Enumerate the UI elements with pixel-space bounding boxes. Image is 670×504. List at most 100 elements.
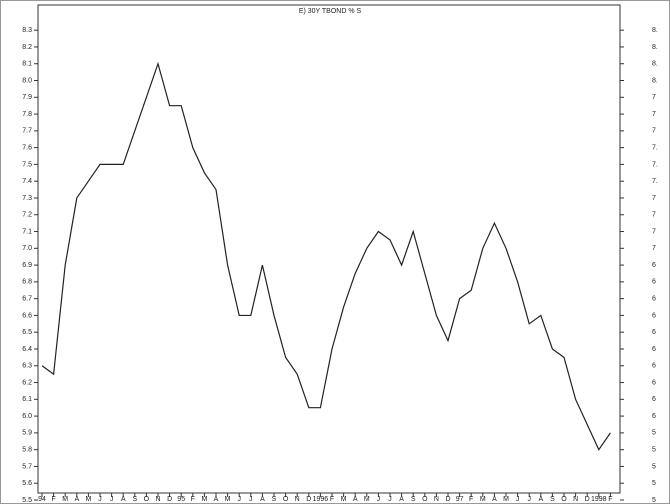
plot-frame — [37, 4, 621, 494]
right-tick-label: 7. — [652, 178, 658, 185]
x-tick-label: A — [353, 496, 358, 503]
y-tick-label: 7.6 — [22, 144, 32, 151]
x-tick-label: 1996 — [313, 496, 329, 503]
y-tick-label: 7.0 — [22, 245, 32, 252]
y-tick-label: 8.0 — [22, 77, 32, 84]
y-tick-label: 7.5 — [22, 161, 32, 168]
right-tick-label: 6 — [652, 363, 656, 370]
x-tick-label: J — [516, 496, 520, 503]
y-tick-label: 8.2 — [22, 44, 32, 51]
y-tick-label: 6.4 — [22, 346, 32, 353]
x-tick-label: A — [74, 496, 79, 503]
y-tick-label: 7.3 — [22, 195, 32, 202]
chart-title: E) 30Y TBOND % S — [299, 8, 362, 15]
right-tick-label: 7 — [652, 245, 656, 252]
right-tick-label: 6 — [652, 413, 656, 420]
x-tick-label: J — [110, 496, 114, 503]
y-tick-label: 5.6 — [22, 480, 32, 487]
x-tick-label: J — [377, 496, 381, 503]
right-tick-label: 5 — [652, 497, 656, 504]
right-tick-label: 6 — [652, 312, 656, 319]
x-tick-label: F — [330, 496, 334, 503]
y-tick-label: 7.4 — [22, 178, 32, 185]
right-tick-label: 5 — [652, 480, 656, 487]
y-tick-label: 6.6 — [22, 312, 32, 319]
x-tick-label: 1998 — [591, 496, 607, 503]
x-tick-label: J — [98, 496, 102, 503]
x-tick-label: M — [503, 496, 509, 503]
x-tick-label: N — [295, 496, 300, 503]
right-tick-label: 8. — [652, 27, 658, 34]
y-tick-label: 7.1 — [22, 228, 32, 235]
x-tick-label: S — [550, 496, 555, 503]
x-tick-label: D — [585, 496, 590, 503]
right-tick-label: 6 — [652, 396, 656, 403]
x-tick-label: 97 — [456, 496, 464, 503]
x-tick-label: M — [85, 496, 91, 503]
x-tick-label: D — [167, 496, 172, 503]
right-tick-label: 6 — [652, 295, 656, 302]
x-tick-label: J — [527, 496, 531, 503]
right-tick-label: 6 — [652, 329, 656, 336]
right-tick-label: 8. — [652, 44, 658, 51]
y-tick-label: 6.0 — [22, 413, 32, 420]
x-tick-label: A — [538, 496, 543, 503]
x-tick-label: O — [422, 496, 428, 503]
x-tick-label: M — [201, 496, 207, 503]
right-tick-label: 5 — [652, 447, 656, 454]
series-line — [41, 61, 611, 451]
x-tick-label: N — [573, 496, 578, 503]
right-tick-label: 8. — [652, 77, 658, 84]
x-tick-label: 95 — [177, 496, 185, 503]
x-tick-label: M — [225, 496, 231, 503]
y-tick-label: 7.8 — [22, 111, 32, 118]
x-tick-label: F — [191, 496, 195, 503]
y-tick-label: 6.2 — [22, 379, 32, 386]
right-tick-label: 6 — [652, 379, 656, 386]
y-tick-label: 6.9 — [22, 262, 32, 269]
right-tick-label: 6 — [652, 262, 656, 269]
right-tick-label: 7. — [652, 144, 658, 151]
x-tick-label: O — [144, 496, 150, 503]
right-tick-label: 7 — [652, 94, 656, 101]
x-tick-label: D — [306, 496, 311, 503]
right-tick-label: 7 — [652, 111, 656, 118]
x-tick-label: A — [121, 496, 126, 503]
right-tick-label: 5 — [652, 463, 656, 470]
x-tick-label: D — [445, 496, 450, 503]
right-tick-label: 7. — [652, 161, 658, 168]
x-tick-label: N — [155, 496, 160, 503]
x-tick-label: F — [608, 496, 612, 503]
right-tick-label: 7 — [652, 195, 656, 202]
x-tick-label: A — [260, 496, 265, 503]
right-tick-label: 6 — [652, 279, 656, 286]
x-tick-label: M — [62, 496, 68, 503]
y-tick-label: 6.3 — [22, 363, 32, 370]
x-tick-label: N — [434, 496, 439, 503]
x-tick-label: M — [364, 496, 370, 503]
y-tick-label: 5.7 — [22, 463, 32, 470]
right-tick-label: 6 — [652, 346, 656, 353]
right-tick-label: 5 — [652, 430, 656, 437]
y-tick-label: 6.8 — [22, 279, 32, 286]
x-tick-label: J — [388, 496, 392, 503]
right-tick-label: 7 — [652, 128, 656, 135]
x-tick-label: S — [272, 496, 277, 503]
x-tick-label: F — [469, 496, 473, 503]
x-tick-label: A — [492, 496, 497, 503]
x-tick-label: J — [237, 496, 241, 503]
y-tick-label: 5.8 — [22, 447, 32, 454]
right-tick-label: 7 — [652, 228, 656, 235]
x-tick-label: S — [132, 496, 137, 503]
x-tick-label: A — [399, 496, 404, 503]
y-tick-label: 7.2 — [22, 212, 32, 219]
y-tick-label: 5.5 — [22, 497, 32, 504]
y-tick-label: 6.1 — [22, 396, 32, 403]
x-tick-label: 94 — [38, 496, 46, 503]
y-tick-label: 6.5 — [22, 329, 32, 336]
y-tick-label: 8.1 — [22, 61, 32, 68]
x-tick-label: F — [51, 496, 55, 503]
y-tick-label: 5.9 — [22, 430, 32, 437]
